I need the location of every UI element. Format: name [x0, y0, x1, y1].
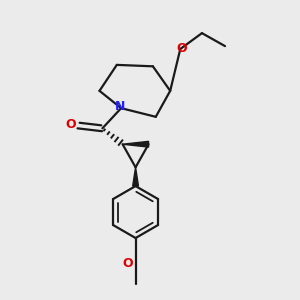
Text: N: N [115, 100, 125, 113]
Polygon shape [123, 141, 148, 147]
Text: O: O [122, 257, 133, 271]
Text: O: O [176, 42, 187, 55]
Polygon shape [133, 167, 139, 186]
Text: O: O [65, 118, 76, 131]
